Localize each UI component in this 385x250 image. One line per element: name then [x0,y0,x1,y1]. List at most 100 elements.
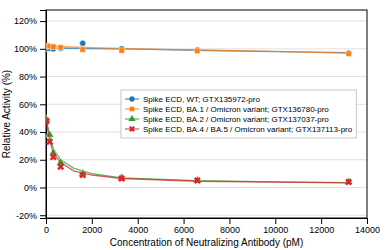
point [48,152,58,162]
point [46,130,54,137]
axis-line [47,219,368,225]
plot-frame [46,10,367,218]
tick-label: 10000 [263,225,288,235]
tick: 12000 [309,218,334,235]
legend-item: Spike ECD, BA.4 / BA.5 / Omicron variant… [125,125,353,134]
tick-label: 2000 [82,225,102,235]
tick-label: 6000 [174,225,194,235]
tick-label: 20% [19,155,37,165]
tick: 0 [44,218,49,235]
tick: 0% [24,183,46,193]
point [119,48,124,53]
y-axis-title: Relative Activity (%) [1,70,12,158]
series [46,40,352,56]
tick-mark [229,218,230,224]
legend-symbol [130,107,135,112]
tick-mark [275,218,276,224]
tick: 120% [14,16,46,26]
tick-mark [321,218,322,224]
point [346,50,352,56]
tick-mark [40,160,46,161]
legend-symbol [128,125,137,134]
grid [46,21,367,215]
y-axis: -20% 0% 20% 40% 60% 80% 100% 120% [14,11,47,221]
plot: 0 2000 4000 6000 8000 10000 12000 14000 -20% 0% 20… [14,10,380,235]
legend-label: Spike ECD, BA.2 / Omicron variant; GTX13… [143,115,329,124]
legend-label: Spike ECD, WT; GTX135972-pro [143,95,260,104]
point [77,170,87,180]
point [192,175,202,185]
legend-item: Spike ECD, BA.1 / Omicron variant; GTX13… [125,105,329,114]
tick: 8000 [220,218,240,235]
tick: 100% [14,44,46,54]
legend-label: Spike ECD, BA.1 / Omicron variant; GTX13… [143,105,329,114]
tick: 40% [19,127,46,137]
series [46,115,353,185]
tick-mark [40,104,46,105]
tick-label: 80% [19,72,37,82]
point [346,51,351,56]
tick-mark [367,218,368,224]
tick-label: 4000 [128,225,148,235]
marks [46,40,354,187]
tick-label: 12000 [309,225,334,235]
tick-mark [40,132,46,133]
legend-box [121,90,356,138]
point [55,161,65,171]
tick-mark [40,187,46,188]
tick-label: 0 [44,225,49,235]
series [46,43,351,56]
tick-mark [40,21,46,22]
tick: 80% [19,72,46,82]
point [58,45,63,50]
tick: -20% [16,211,46,221]
fit-curve [46,45,349,53]
legend-item: Spike ECD, WT; GTX135972-pro [125,95,260,104]
axis-line [40,11,47,219]
point [116,173,126,183]
tick: 4000 [128,218,148,235]
legend-item: Spike ECD, BA.2 / Omicron variant; GTX13… [125,115,329,124]
grid-line [46,159,367,160]
grid-line [46,21,367,22]
tick-label: 0% [24,183,37,193]
legend-label: Spike ECD, BA.4 / BA.5 / Omicron variant… [143,125,353,134]
x-axis-title: Concentration of Neutralizing Antibody (… [110,237,303,248]
tick: 20% [19,155,46,165]
grid-line [46,215,367,216]
grid-line [46,187,367,188]
tick-label: -20% [16,211,37,221]
point [80,47,85,52]
tick: 60% [19,100,46,110]
tick: 10000 [263,218,288,235]
x-axis: 0 2000 4000 6000 8000 10000 12000 14000 [44,218,380,235]
point [194,47,200,53]
tick-mark [40,49,46,50]
point [46,116,52,126]
point [46,137,55,147]
legend-symbol [129,96,134,101]
point [58,45,64,51]
tick-label: 100% [14,44,37,54]
tick-mark [40,77,46,78]
tick-label: 8000 [220,225,240,235]
tick: 14000 [355,218,380,235]
tick-label: 120% [14,16,37,26]
tick: 2000 [82,218,102,235]
tick-mark [138,218,139,224]
legend: Spike ECD, WT; GTX135972-proSpike ECD, B… [121,90,356,138]
point [343,177,353,187]
chart: 0 2000 4000 6000 8000 10000 12000 14000 -20% 0% 20… [0,0,385,250]
tick-mark [184,218,185,224]
point [80,40,86,46]
tick-label: 60% [19,100,37,110]
point [51,44,56,49]
legend-symbol [128,115,135,121]
tick: 6000 [174,218,194,235]
series [46,116,354,187]
grid-line [46,76,367,77]
tick-mark [40,215,46,216]
tick-label: 14000 [355,225,380,235]
point [195,48,200,53]
tick-mark [92,218,93,224]
